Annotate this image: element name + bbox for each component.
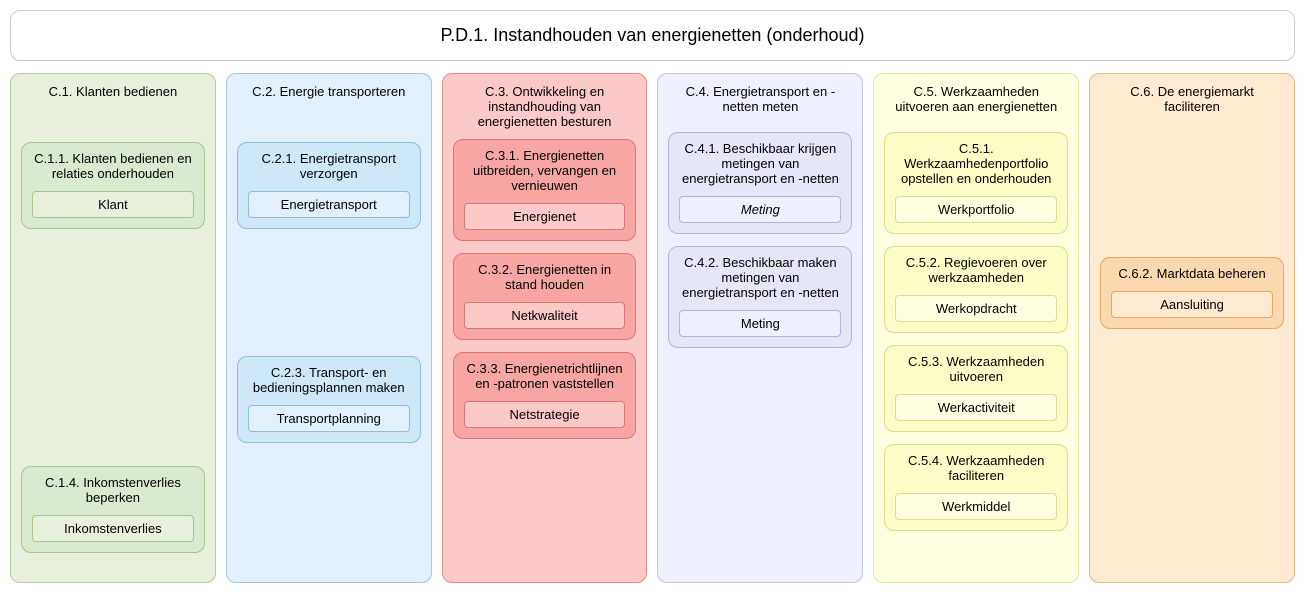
column-c6: C.6. De energiemarkt faciliteren C.6.2. M…	[1089, 73, 1295, 583]
capability-title: C.5.1. Werkzaamhedenportfolio opstellen …	[895, 141, 1057, 186]
capability-tag: Energietransport	[248, 191, 410, 218]
capability-box: C.4.1. Beschikbaar krijgen metingen van …	[668, 132, 852, 234]
layout-spacer	[237, 132, 421, 142]
layout-spacer	[21, 241, 205, 466]
column-title: C.3. Ontwikkeling en instandhouding van …	[457, 84, 633, 129]
capability-title: C.2.3. Transport- en bedieningsplannen m…	[248, 365, 410, 395]
capability-tag: Transportplanning	[248, 405, 410, 432]
capability-title: C.2.1. Energietransport verzorgen	[248, 151, 410, 181]
capability-tag: Werkmiddel	[895, 493, 1057, 520]
capability-box: C.5.3. Werkzaamheden uitvoeren Werkactivi…	[884, 345, 1068, 432]
column-c5: C.5. Werkzaamheden uitvoeren aan energie…	[873, 73, 1079, 583]
capability-tag: Werkactiviteit	[895, 394, 1057, 421]
capability-title: C.5.2. Regievoeren over werkzaamheden	[895, 255, 1057, 285]
column-title: C.1. Klanten bedienen	[25, 84, 201, 122]
layout-spacer	[1100, 132, 1284, 257]
capability-box: C.1.1. Klanten bedienen en relaties onde…	[21, 142, 205, 229]
layout-spacer	[21, 132, 205, 142]
capability-box: C.1.4. Inkomstenverlies beperken Inkomste…	[21, 466, 205, 553]
capability-title: C.6.2. Marktdata beheren	[1111, 266, 1273, 281]
capability-box: C.5.4. Werkzaamheden faciliteren Werkmidd…	[884, 444, 1068, 531]
capability-box: C.3.1. Energienetten uitbreiden, vervang…	[453, 139, 637, 241]
capability-title: C.3.3. Energienetrichtlijnen en -patrone…	[464, 361, 626, 391]
capability-box: C.3.3. Energienetrichtlijnen en -patrone…	[453, 352, 637, 439]
column-title: C.4. Energietransport en -netten meten	[672, 84, 848, 122]
capability-box: C.2.1. Energietransport verzorgen Energie…	[237, 142, 421, 229]
diagram-title: P.D.1. Instandhouden van energienetten (…	[441, 25, 865, 45]
column-c1: C.1. Klanten bedienen C.1.1. Klanten bedi…	[10, 73, 216, 583]
capability-tag: Inkomstenverlies	[32, 515, 194, 542]
column-c3: C.3. Ontwikkeling en instandhouding van …	[442, 73, 648, 583]
capability-box: C.2.3. Transport- en bedieningsplannen m…	[237, 356, 421, 443]
capability-tag: Aansluiting	[1111, 291, 1273, 318]
column-title: C.2. Energie transporteren	[241, 84, 417, 122]
layout-spacer	[237, 241, 421, 356]
capability-tag: Energienet	[464, 203, 626, 230]
capability-box: C.4.2. Beschikbaar maken metingen van en…	[668, 246, 852, 348]
capability-tag: Meting	[679, 310, 841, 337]
capability-tag: Klant	[32, 191, 194, 218]
capability-tag: Werkportfolio	[895, 196, 1057, 223]
column-title: C.6. De energiemarkt faciliteren	[1104, 84, 1280, 122]
capability-tag: Meting	[679, 196, 841, 223]
capability-box: C.5.1. Werkzaamhedenportfolio opstellen …	[884, 132, 1068, 234]
capability-title: C.4.2. Beschikbaar maken metingen van en…	[679, 255, 841, 300]
capability-title: C.4.1. Beschikbaar krijgen metingen van …	[679, 141, 841, 186]
column-c4: C.4. Energietransport en -netten meten C.…	[657, 73, 863, 583]
capability-title: C.1.4. Inkomstenverlies beperken	[32, 475, 194, 505]
capability-box: C.3.2. Energienetten in stand houden Netk…	[453, 253, 637, 340]
column-title: C.5. Werkzaamheden uitvoeren aan energie…	[888, 84, 1064, 122]
capability-tag: Werkopdracht	[895, 295, 1057, 322]
capability-title: C.3.2. Energienetten in stand houden	[464, 262, 626, 292]
capability-box: C.6.2. Marktdata beheren Aansluiting	[1100, 257, 1284, 329]
capability-title: C.1.1. Klanten bedienen en relaties onde…	[32, 151, 194, 181]
columns-container: C.1. Klanten bedienen C.1.1. Klanten bedi…	[10, 73, 1295, 583]
capability-box: C.5.2. Regievoeren over werkzaamheden Wer…	[884, 246, 1068, 333]
column-c2: C.2. Energie transporteren C.2.1. Energie…	[226, 73, 432, 583]
capability-title: C.5.3. Werkzaamheden uitvoeren	[895, 354, 1057, 384]
diagram-header: P.D.1. Instandhouden van energienetten (…	[10, 10, 1295, 61]
capability-tag: Netkwaliteit	[464, 302, 626, 329]
capability-title: C.3.1. Energienetten uitbreiden, vervang…	[464, 148, 626, 193]
capability-title: C.5.4. Werkzaamheden faciliteren	[895, 453, 1057, 483]
capability-tag: Netstrategie	[464, 401, 626, 428]
